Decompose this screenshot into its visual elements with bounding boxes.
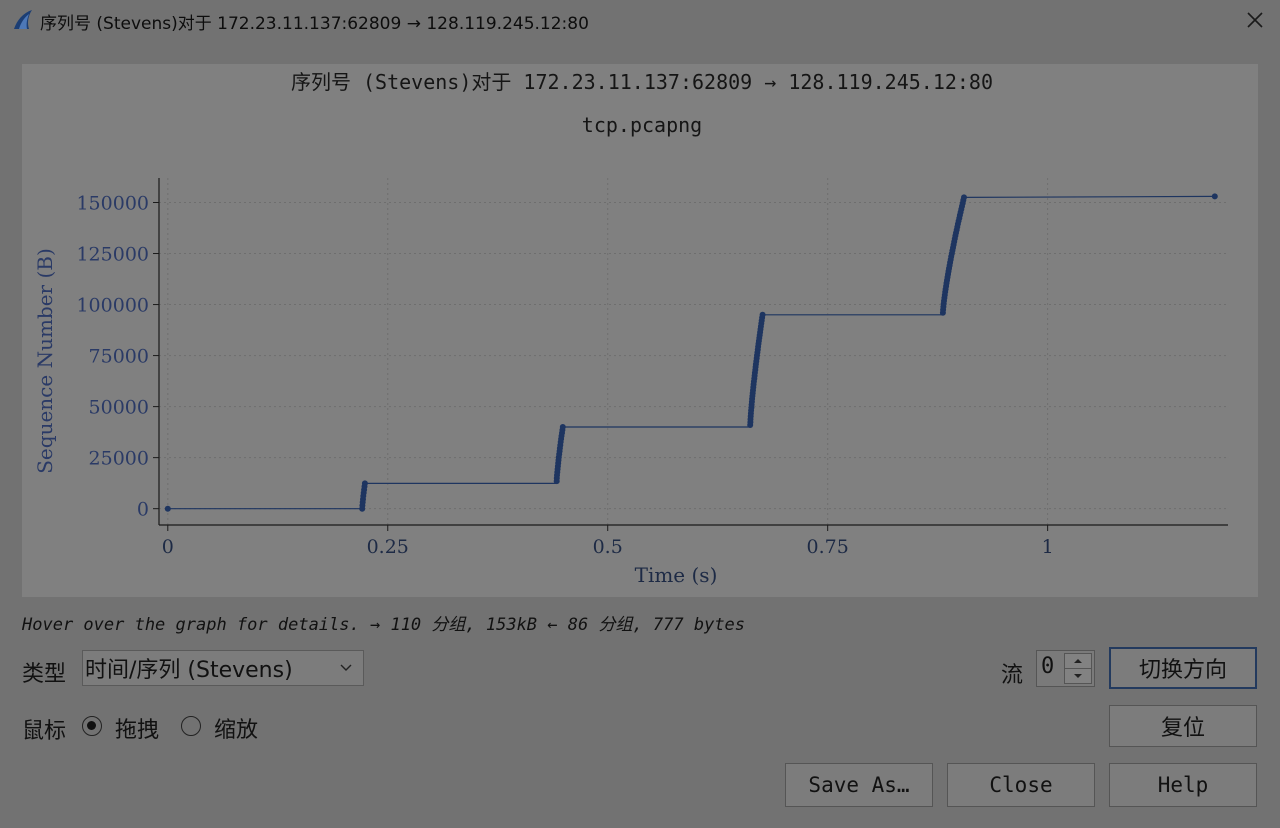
packet-point (559, 424, 566, 430)
x-tick-label: 0.75 (807, 536, 849, 558)
close-button[interactable]: Close (947, 763, 1095, 807)
arrow-down-icon[interactable] (1065, 669, 1091, 683)
x-axis-label: Time (s) (635, 563, 718, 587)
chevron-down-icon (340, 664, 352, 671)
close-icon[interactable] (1243, 8, 1267, 32)
status-hint: Hover over the graph for details. → 110 … (22, 615, 746, 635)
type-label: 类型 (22, 662, 67, 687)
stream-spinbox[interactable]: 0 (1036, 650, 1095, 687)
y-tick-label: 150000 (76, 192, 149, 214)
spin-buttons (1064, 653, 1092, 684)
drag-radio[interactable] (82, 716, 102, 736)
wireshark-fin-icon (14, 10, 32, 29)
graph-panel[interactable]: 序列号 (Stevens)对于 172.23.11.137:62809 → 12… (22, 64, 1258, 597)
y-tick-label: 50000 (89, 397, 149, 419)
y-tick-label: 0 (137, 499, 149, 521)
series-step-line (167, 195, 1215, 510)
type-select[interactable]: 时间/序列 (Stevens) (82, 650, 364, 686)
axes (158, 178, 1228, 526)
y-axis-ticks: 0 25000 50000 75000 100000 125000 150000 (76, 192, 159, 521)
stream-label: 流 (1001, 663, 1024, 688)
stream-value[interactable]: 0 (1041, 654, 1055, 679)
y-axis-label: Sequence Number (B) (33, 248, 57, 474)
chart-title: 序列号 (Stevens)对于 172.23.11.137:62809 → 12… (291, 70, 993, 94)
reset-button[interactable]: 复位 (1109, 705, 1257, 747)
y-tick-label: 75000 (89, 346, 149, 368)
zoom-label[interactable]: 缩放 (214, 718, 259, 743)
title-bar: 序列号 (Stevens)对于 172.23.11.137:62809 → 12… (0, 0, 1280, 40)
arrow-up-icon[interactable] (1065, 654, 1091, 669)
help-button[interactable]: Help (1109, 763, 1257, 807)
x-tick-label: 0 (162, 536, 174, 558)
chart-subtitle: tcp.pcapng (582, 113, 702, 137)
y-tick-label: 100000 (76, 295, 149, 317)
series-packets (164, 193, 1218, 512)
grid-lines (159, 178, 1228, 525)
x-tick-label: 0.5 (593, 536, 623, 558)
type-select-value: 时间/序列 (Stevens) (85, 658, 293, 683)
x-axis-ticks: 0 0.25 0.5 0.75 1 (162, 525, 1054, 558)
packet-point (1211, 193, 1218, 200)
x-tick-label: 0.25 (367, 536, 409, 558)
packet-point (961, 194, 967, 201)
save-as-button[interactable]: Save As… (785, 763, 933, 807)
mouse-label: 鼠标 (22, 719, 67, 744)
y-tick-label: 125000 (76, 244, 149, 266)
x-tick-label: 1 (1042, 536, 1054, 558)
drag-label[interactable]: 拖拽 (115, 718, 160, 743)
sequence-graph[interactable]: 序列号 (Stevens)对于 172.23.11.137:62809 → 12… (22, 64, 1258, 597)
window-title: 序列号 (Stevens)对于 172.23.11.137:62809 → 12… (40, 14, 589, 34)
zoom-radio[interactable] (181, 716, 201, 736)
switch-direction-button[interactable]: 切换方向 (1109, 647, 1257, 689)
packet-point (759, 311, 766, 318)
packet-point (361, 480, 368, 487)
y-tick-label: 25000 (89, 448, 149, 470)
packet-point (164, 505, 171, 512)
